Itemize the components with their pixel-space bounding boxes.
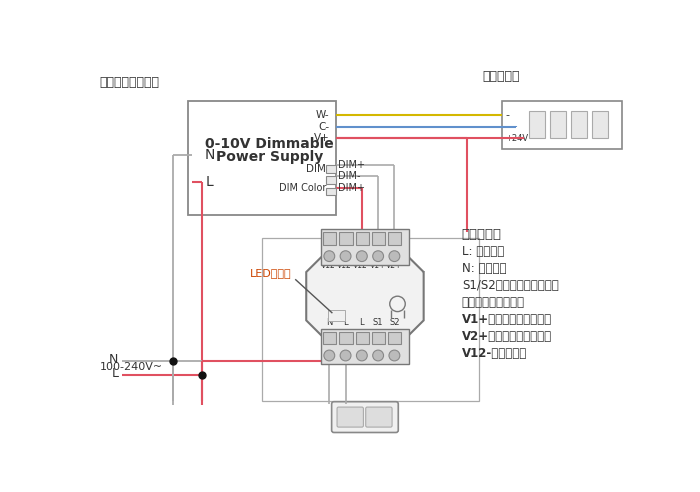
Text: 100-240V~: 100-240V~ (100, 362, 163, 372)
Circle shape (324, 251, 335, 262)
FancyBboxPatch shape (340, 232, 353, 245)
FancyBboxPatch shape (321, 329, 409, 364)
Text: +24V: +24V (505, 134, 528, 143)
FancyBboxPatch shape (321, 229, 409, 265)
Text: DIM-: DIM- (338, 171, 360, 181)
Text: -: - (505, 110, 509, 120)
Text: 0-10V Dimmable: 0-10V Dimmable (205, 137, 334, 151)
FancyBboxPatch shape (356, 232, 369, 245)
Text: C-: C- (318, 122, 329, 132)
Circle shape (356, 350, 368, 361)
Circle shape (389, 350, 400, 361)
FancyBboxPatch shape (372, 232, 385, 245)
Text: S1/S2：传统有线开关输入: S1/S2：传统有线开关输入 (462, 279, 559, 292)
Text: L: L (360, 318, 364, 327)
Text: L: 输入火线: L: 输入火线 (462, 246, 504, 258)
Text: V12-: V12- (337, 261, 354, 270)
Text: V1+: V1+ (370, 261, 386, 270)
Circle shape (340, 350, 351, 361)
FancyBboxPatch shape (356, 332, 369, 344)
Text: V12-：公共负极: V12-：公共负极 (462, 347, 527, 360)
Text: -: - (505, 121, 509, 131)
Text: V2+: V2+ (386, 261, 402, 270)
Text: V12-: V12- (353, 261, 370, 270)
FancyBboxPatch shape (365, 407, 392, 427)
Text: DIM: DIM (307, 164, 326, 174)
Text: 双色温模式接线：: 双色温模式接线： (99, 76, 159, 89)
Text: N: N (109, 353, 118, 366)
FancyBboxPatch shape (529, 111, 545, 138)
Text: 端子说明：: 端子说明： (462, 228, 502, 242)
Text: V2+：正极２，调节亮度: V2+：正极２，调节亮度 (462, 330, 552, 343)
FancyBboxPatch shape (340, 332, 353, 344)
Text: LED指示灯: LED指示灯 (251, 268, 292, 278)
Circle shape (324, 350, 335, 361)
FancyBboxPatch shape (592, 111, 608, 138)
Text: 双色温灯带: 双色温灯带 (483, 70, 520, 83)
FancyBboxPatch shape (332, 401, 398, 432)
Text: DIM+: DIM+ (338, 160, 365, 170)
Text: L: L (343, 318, 348, 327)
Circle shape (340, 251, 351, 262)
Circle shape (389, 251, 400, 262)
FancyBboxPatch shape (326, 176, 335, 184)
Text: S1: S1 (373, 318, 384, 327)
FancyBboxPatch shape (188, 101, 335, 215)
FancyBboxPatch shape (389, 232, 401, 245)
Text: S2: S2 (389, 318, 400, 327)
FancyBboxPatch shape (571, 111, 587, 138)
FancyBboxPatch shape (326, 187, 335, 195)
Circle shape (372, 251, 384, 262)
Text: N: 公共零线: N: 公共零线 (462, 262, 506, 276)
Text: V+: V+ (314, 133, 329, 143)
Polygon shape (306, 238, 424, 355)
Text: Power Supply: Power Supply (216, 150, 323, 164)
FancyBboxPatch shape (372, 332, 385, 344)
FancyBboxPatch shape (323, 332, 336, 344)
Text: DIM+: DIM+ (338, 183, 365, 193)
FancyBboxPatch shape (550, 111, 566, 138)
Text: L: L (111, 367, 118, 380)
FancyBboxPatch shape (328, 310, 345, 321)
Text: N: N (205, 148, 215, 162)
FancyBboxPatch shape (502, 101, 622, 149)
Text: DIM Color: DIM Color (279, 184, 326, 193)
Text: V1+：正极１，调节色温: V1+：正极１，调节色温 (462, 313, 552, 326)
Text: V12-: V12- (321, 261, 338, 270)
FancyBboxPatch shape (389, 332, 401, 344)
Text: W-: W- (316, 110, 329, 120)
Text: L: L (206, 175, 214, 189)
FancyBboxPatch shape (337, 407, 363, 427)
Text: （仅支持复位开关）: （仅支持复位开关） (462, 296, 525, 309)
Circle shape (356, 251, 368, 262)
Circle shape (372, 350, 384, 361)
FancyBboxPatch shape (326, 165, 335, 173)
Text: N: N (326, 318, 332, 327)
FancyBboxPatch shape (323, 232, 336, 245)
